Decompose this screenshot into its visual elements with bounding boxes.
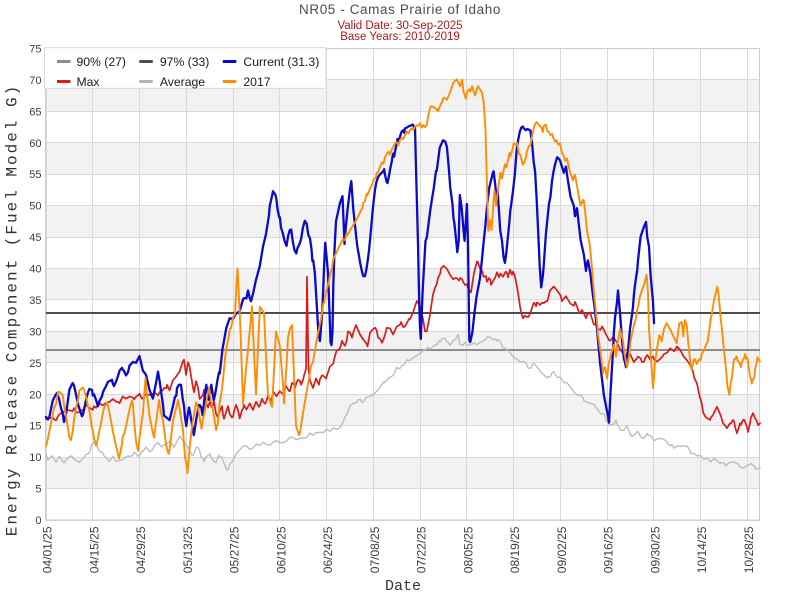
svg-text:10: 10 — [29, 452, 41, 464]
svg-text:50: 50 — [29, 201, 41, 213]
svg-text:35: 35 — [29, 295, 41, 307]
svg-text:Energy Release Component (Fuel: Energy Release Component (Fuel Model G) — [4, 84, 22, 536]
svg-text:09/16/25: 09/16/25 — [602, 526, 616, 573]
svg-text:04/01/25: 04/01/25 — [41, 526, 55, 573]
svg-text:04/15/25: 04/15/25 — [87, 526, 101, 573]
svg-text:NR05 - Camas Prairie of Idaho: NR05 - Camas Prairie of Idaho — [299, 2, 501, 17]
svg-text:25: 25 — [29, 358, 41, 370]
svg-text:10/28/25: 10/28/25 — [742, 526, 756, 573]
svg-text:5: 5 — [35, 484, 41, 496]
svg-text:05/27/25: 05/27/25 — [228, 526, 242, 573]
svg-text:05/13/25: 05/13/25 — [181, 526, 195, 573]
svg-text:30: 30 — [29, 326, 41, 338]
svg-text:70: 70 — [29, 75, 41, 87]
svg-text:40: 40 — [29, 264, 41, 276]
svg-text:10/14/25: 10/14/25 — [695, 526, 709, 573]
svg-text:45: 45 — [29, 232, 41, 244]
svg-text:0: 0 — [35, 515, 41, 527]
svg-text:09/02/25: 09/02/25 — [555, 526, 569, 573]
svg-text:06/10/25: 06/10/25 — [274, 526, 288, 573]
svg-text:90% (27): 90% (27) — [77, 55, 126, 69]
svg-text:Valid Date: 30-Sep-2025: Valid Date: 30-Sep-2025 — [337, 20, 462, 32]
svg-text:08/19/25: 08/19/25 — [508, 526, 522, 573]
svg-text:04/29/25: 04/29/25 — [134, 526, 148, 573]
svg-text:06/24/25: 06/24/25 — [321, 526, 335, 573]
svg-text:65: 65 — [29, 106, 41, 118]
svg-text:Average: Average — [160, 75, 205, 89]
svg-text:Max: Max — [77, 75, 100, 89]
svg-text:07/22/25: 07/22/25 — [415, 526, 429, 573]
svg-text:2017: 2017 — [243, 75, 270, 89]
svg-text:97% (33): 97% (33) — [160, 55, 209, 69]
svg-text:Date: Date — [385, 578, 421, 595]
svg-text:75: 75 — [29, 44, 41, 56]
svg-text:15: 15 — [29, 421, 41, 433]
svg-text:20: 20 — [29, 389, 41, 401]
svg-text:60: 60 — [29, 138, 41, 150]
svg-text:08/05/25: 08/05/25 — [461, 526, 475, 573]
svg-text:07/08/25: 07/08/25 — [368, 526, 382, 573]
svg-text:Base Years: 2010-2019: Base Years: 2010-2019 — [340, 31, 460, 43]
svg-text:09/30/25: 09/30/25 — [649, 526, 663, 573]
svg-text:Current (31.3): Current (31.3) — [243, 55, 319, 69]
svg-text:55: 55 — [29, 169, 41, 181]
